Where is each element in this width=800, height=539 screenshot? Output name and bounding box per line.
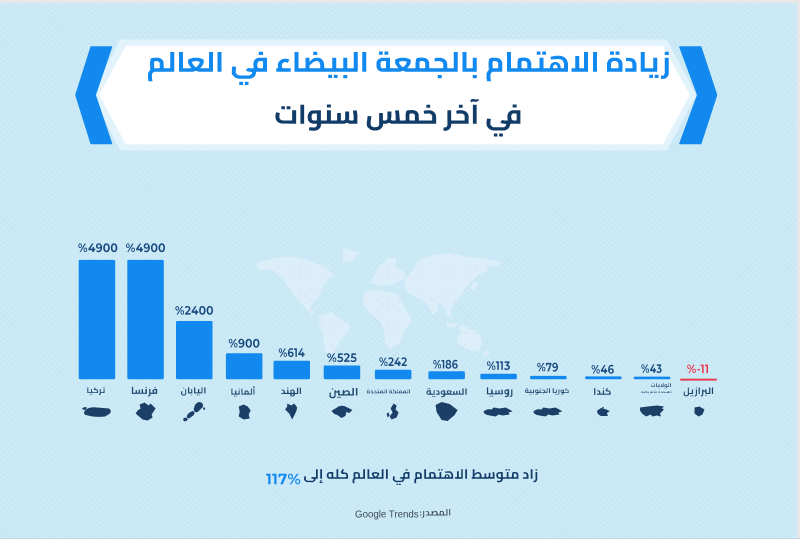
svg-text:Google Trends: Google Trends [355,510,419,521]
